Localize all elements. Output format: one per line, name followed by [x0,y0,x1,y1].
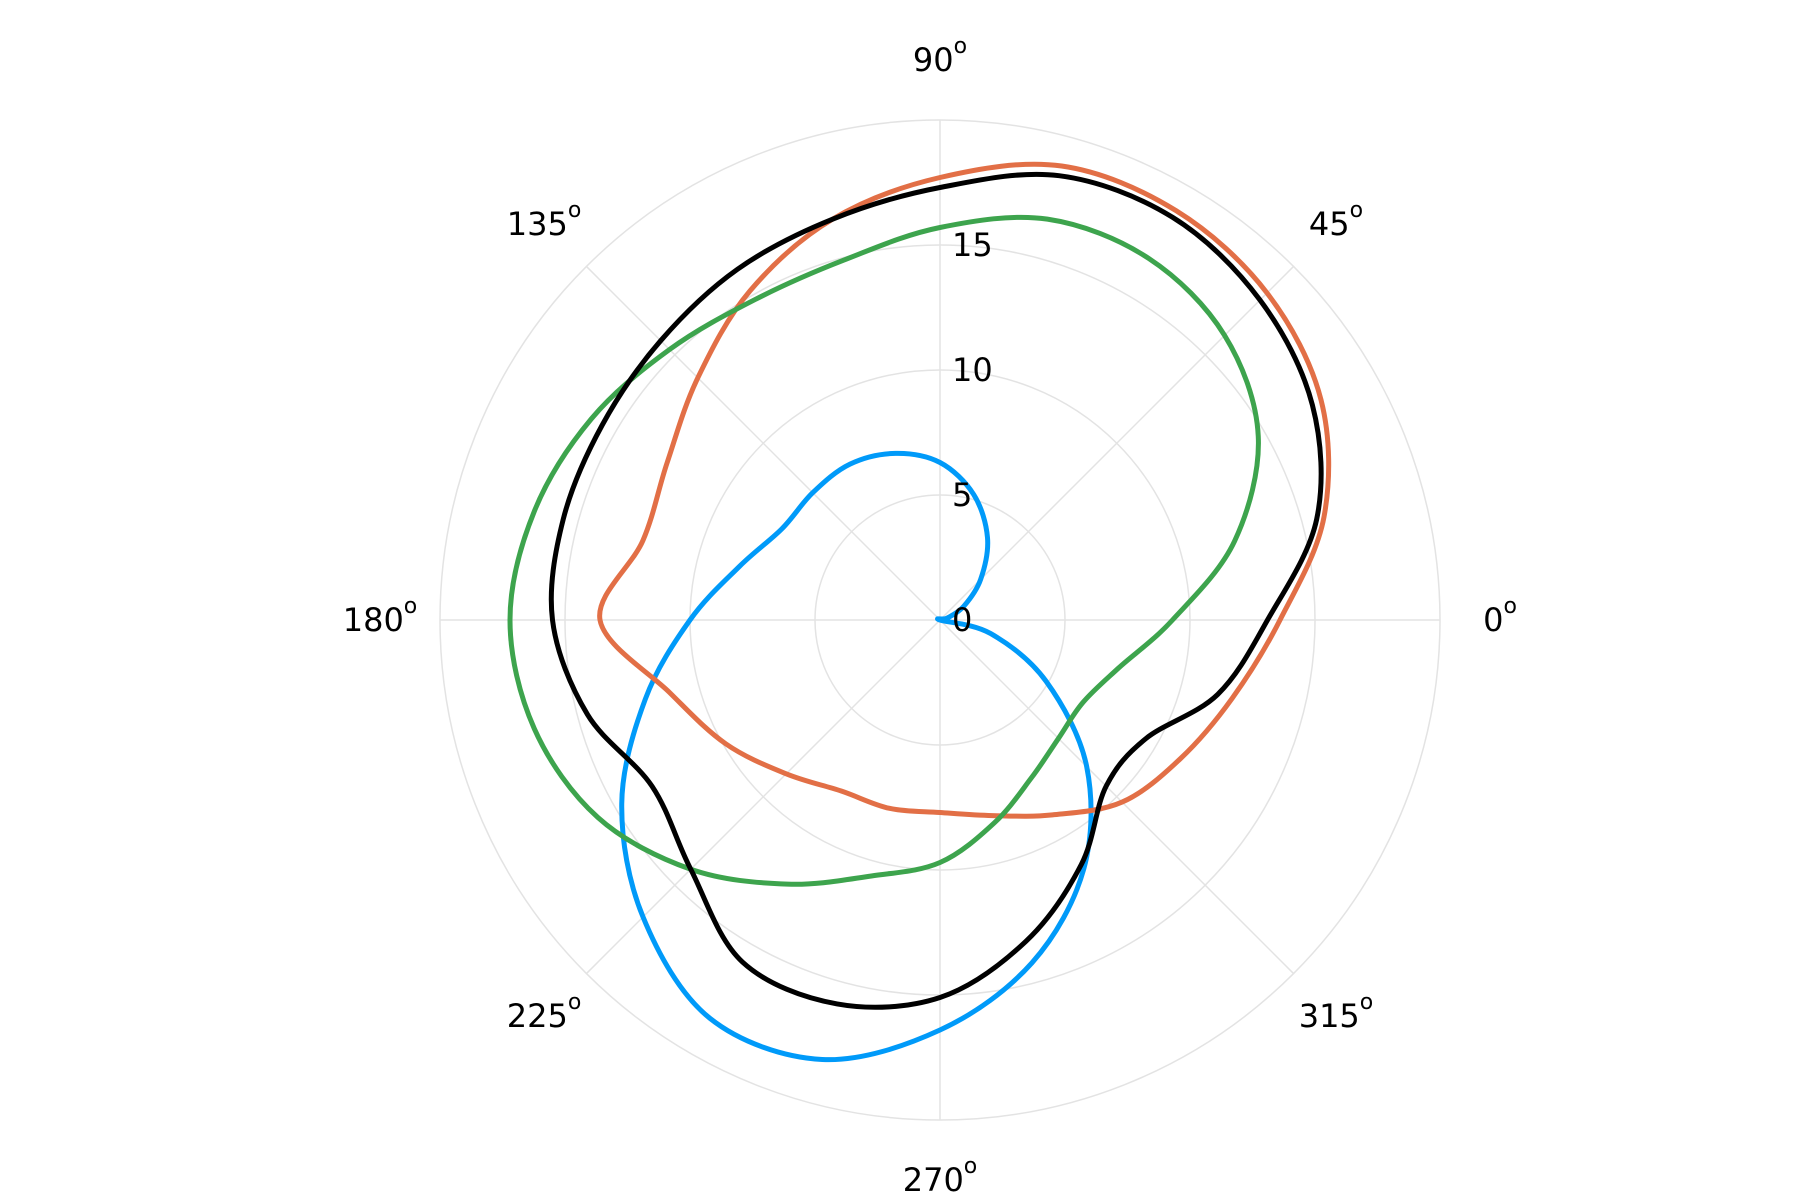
angular-tick-value: 135 [507,205,568,243]
angular-tick-value: 225 [507,997,568,1035]
angular-tick-label: 90o [913,34,967,80]
degree-superscript: o [964,1154,977,1179]
angular-tick-value: 315 [1299,997,1360,1035]
degree-superscript: o [568,989,581,1014]
radial-tick-label: 10 [952,351,993,389]
degree-superscript: o [954,34,967,59]
angular-tick-label: 270o [903,1154,978,1200]
series-line [507,214,1261,887]
radial-tick-labels: 0 5 10 15 [952,226,993,639]
angular-tick-value: 180 [343,601,404,639]
degree-superscript: o [1350,198,1363,223]
radial-tick-label: 0 [952,601,972,639]
degree-superscript: o [1503,594,1516,619]
angular-tick-label: 0o [1483,594,1517,640]
degree-superscript: o [404,594,417,619]
series-line [548,171,1324,1010]
plot-series [507,161,1332,1063]
angular-tick-value: 0 [1483,601,1503,639]
angular-tick-label: 315o [1299,989,1374,1034]
angular-tick-label: 225o [507,989,582,1034]
degree-superscript: o [1360,989,1373,1014]
radial-tick-label: 5 [952,476,972,514]
series-line [597,161,1332,819]
grid-spoke [585,265,941,621]
grid-spoke [585,619,941,975]
angular-tick-value: 45 [1309,205,1350,243]
grid-spoke [939,619,1295,975]
angular-tick-label: 135o [507,198,582,244]
angular-tick-label: 180o [343,594,418,640]
radial-tick-label: 15 [952,226,993,264]
angular-tick-value: 90 [913,41,954,79]
angular-tick-label: 45o [1309,198,1363,244]
degree-superscript: o [568,198,581,223]
grid-spoke [939,265,1295,621]
angular-tick-value: 270 [903,1161,964,1199]
series-line [619,450,1094,1063]
polar-grid [439,119,1441,1121]
